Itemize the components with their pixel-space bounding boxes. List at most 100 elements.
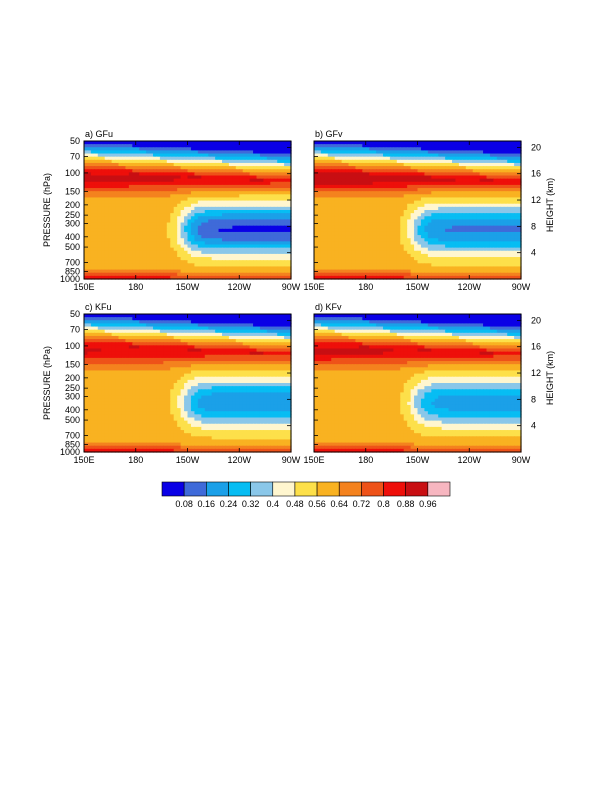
heatmap-cell — [177, 253, 182, 258]
heatmap-cell — [320, 144, 325, 148]
heatmap-cell — [225, 241, 230, 246]
heatmap-cell — [486, 184, 491, 189]
heatmap-cell — [242, 144, 247, 148]
heatmap-cell — [414, 172, 419, 177]
heatmap-cell — [462, 175, 467, 180]
heatmap-cell — [348, 216, 353, 221]
heatmap-cell — [500, 213, 505, 217]
heatmap-cell — [115, 166, 120, 170]
heatmap-cell — [427, 178, 432, 183]
heatmap-cell — [338, 197, 343, 202]
heatmap-cell — [194, 206, 199, 211]
heatmap-cell — [434, 172, 439, 177]
heatmap-cell — [324, 216, 329, 221]
heatmap-cell — [407, 191, 412, 195]
heatmap-cell — [427, 175, 432, 180]
heatmap-cell — [314, 216, 319, 221]
heatmap-cell — [201, 175, 206, 180]
heatmap-cell — [427, 197, 432, 202]
heatmap-cell — [434, 181, 439, 186]
heatmap-cell — [235, 144, 240, 148]
heatmap-cell — [146, 219, 151, 224]
heatmap-cell — [362, 194, 367, 199]
heatmap-cell — [414, 194, 419, 199]
heatmap-cell — [111, 263, 116, 268]
heatmap-cell — [163, 219, 168, 224]
heatmap-cell — [170, 156, 175, 161]
heatmap-cell — [465, 147, 470, 152]
heatmap-cell — [383, 169, 388, 173]
heatmap-cell — [139, 222, 144, 227]
heatmap-cell — [452, 172, 457, 177]
heatmap-cell — [324, 253, 329, 258]
heatmap-cell — [438, 178, 443, 183]
heatmap-cell — [372, 156, 377, 161]
heatmap-cell — [376, 159, 381, 164]
heatmap-cell — [177, 228, 182, 233]
heatmap-cell — [351, 247, 356, 252]
heatmap-cell — [84, 200, 89, 205]
heatmap-cell — [159, 184, 164, 189]
heatmap-cell — [434, 147, 439, 152]
heatmap-cell — [317, 235, 322, 239]
heatmap-cell — [476, 235, 481, 239]
heatmap-cell — [341, 247, 346, 252]
heatmap-cell — [277, 159, 282, 164]
heatmap-cell — [389, 178, 394, 183]
heatmap-cell — [334, 191, 339, 195]
heatmap-cell — [465, 216, 470, 221]
heatmap-cell — [204, 260, 209, 264]
heatmap-cell — [187, 228, 192, 233]
heatmap-cell — [479, 197, 484, 202]
heatmap-cell — [239, 206, 244, 211]
heatmap-cell — [369, 172, 374, 177]
heatmap-cell — [215, 266, 220, 271]
heatmap-cell — [383, 153, 388, 158]
heatmap-cell — [256, 269, 261, 274]
heatmap-cell — [414, 247, 419, 252]
heatmap-cell — [263, 253, 268, 258]
heatmap-cell — [503, 194, 508, 199]
heatmap-cell — [101, 250, 106, 255]
heatmap-cell — [445, 162, 450, 167]
heatmap-cell — [190, 213, 195, 217]
heatmap-cell — [417, 166, 422, 170]
heatmap-cell — [270, 244, 275, 249]
heatmap-cell — [118, 144, 123, 148]
heatmap-cell — [414, 253, 419, 258]
heatmap-cell — [101, 197, 106, 202]
heatmap-cell — [177, 156, 182, 161]
heatmap-cell — [242, 188, 247, 192]
heatmap-cell — [427, 159, 432, 164]
heatmap-cell — [222, 241, 227, 246]
heatmap-cell — [239, 241, 244, 246]
heatmap-cell — [355, 144, 360, 148]
heatmap-cell — [314, 241, 319, 246]
heatmap-cell — [396, 235, 401, 239]
heatmap-cell — [331, 257, 336, 261]
heatmap-cell — [87, 175, 92, 180]
heatmap-cell — [128, 178, 133, 183]
heatmap-cell — [101, 263, 106, 268]
heatmap-cell — [420, 225, 425, 230]
heatmap-cell — [489, 257, 494, 261]
heatmap-cell — [355, 203, 360, 208]
heatmap-cell — [341, 144, 346, 148]
heatmap-cell — [351, 257, 356, 261]
heatmap-cell — [184, 235, 189, 239]
heatmap-cell — [483, 244, 488, 249]
heatmap-cell — [427, 228, 432, 233]
heatmap-cell — [87, 191, 92, 195]
heatmap-cell — [410, 197, 415, 202]
heatmap-cell — [489, 153, 494, 158]
heatmap-cell — [372, 228, 377, 233]
heatmap-cell — [87, 250, 92, 255]
heatmap-cell — [287, 219, 292, 224]
heatmap-cell — [493, 191, 498, 195]
heatmap-cell — [215, 244, 220, 249]
heatmap-cell — [184, 210, 189, 214]
heatmap-cell — [118, 184, 123, 189]
heatmap-cell — [139, 210, 144, 214]
heatmap-cell — [228, 159, 233, 164]
heatmap-cell — [379, 228, 384, 233]
